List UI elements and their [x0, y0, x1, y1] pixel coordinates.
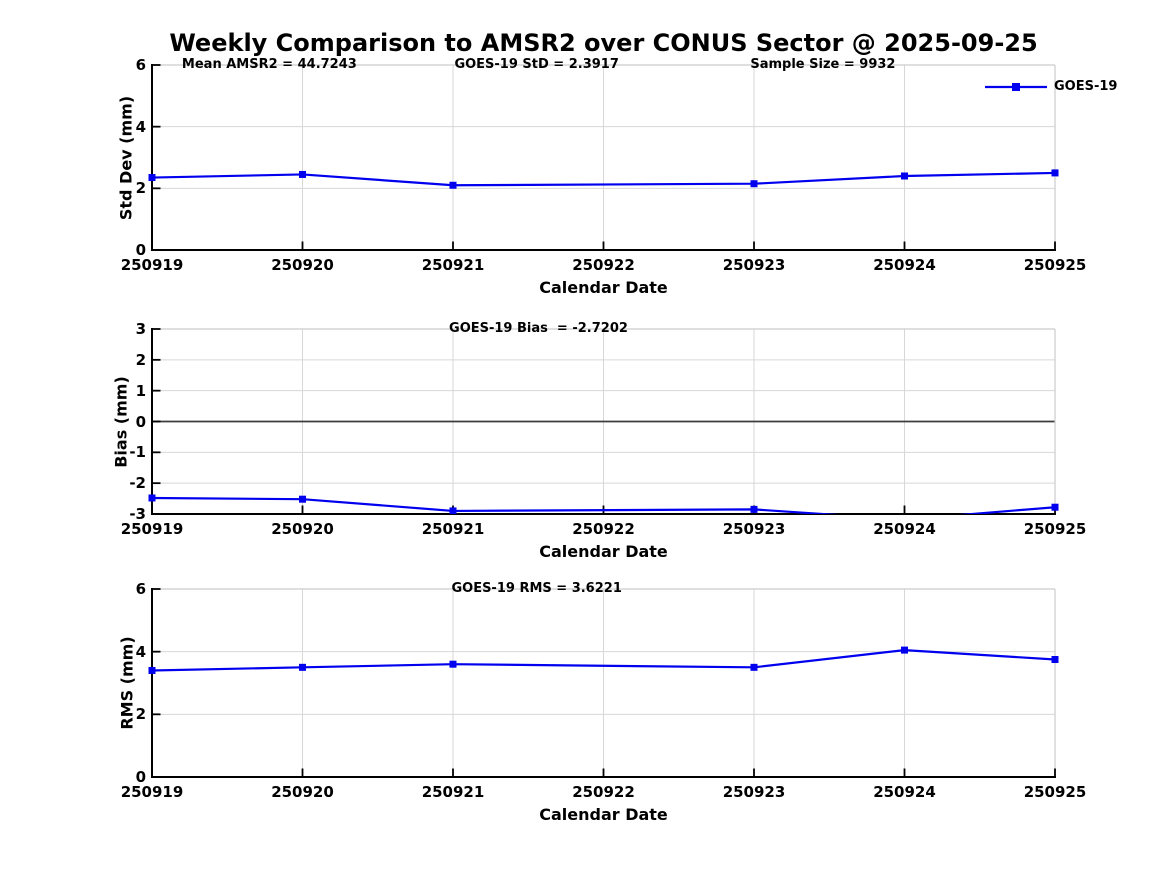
- legend-label: GOES-19: [1054, 79, 1118, 94]
- x-tick-label: 250920: [271, 520, 334, 538]
- x-tick-label: 250924: [873, 256, 936, 274]
- x-tick-label: 250919: [120, 256, 184, 274]
- x-tick-label: 250922: [572, 783, 635, 801]
- annotation-rms: GOES-19 RMS = 3.6221: [451, 581, 622, 596]
- x-tick-label: 250923: [722, 520, 786, 538]
- y-tick-label: 2: [135, 179, 146, 198]
- subplot-bias: [148, 328, 1059, 515]
- subplot-rms: [148, 588, 1059, 778]
- legend-marker: [1012, 83, 1020, 91]
- x-tick-label: 250921: [421, 256, 485, 274]
- y-axis-label-bias: Bias (mm): [111, 375, 131, 468]
- legend: [985, 83, 1047, 91]
- series-markers-stddev: [148, 169, 1059, 189]
- series-markers-rms: [148, 646, 1059, 674]
- x-tick-label: 250924: [873, 520, 936, 538]
- figure-title: Weekly Comparison to AMSR2 over CONUS Se…: [169, 29, 1038, 57]
- y-tick-label: 0: [135, 768, 146, 786]
- subplot-stddev: [148, 64, 1059, 251]
- x-axis-label-rms: Calendar Date: [539, 805, 668, 824]
- series-line-stddev: [151, 171, 1056, 187]
- x-tick-label: 250923: [722, 256, 786, 274]
- x-tick-label: 250922: [572, 520, 635, 538]
- y-tick-label: -2: [129, 474, 146, 493]
- y-tick-label: 4: [135, 117, 146, 136]
- y-tick-label: 3: [135, 320, 146, 338]
- y-tick-label: -3: [129, 505, 146, 523]
- x-axis-label-bias: Calendar Date: [539, 542, 668, 561]
- x-tick-label: 250920: [271, 783, 334, 801]
- y-tick-label: 6: [135, 56, 146, 74]
- y-tick-label: 1: [135, 381, 146, 400]
- y-axis-label-rms: RMS (mm): [117, 636, 137, 730]
- annotation-stddev: Mean AMSR2 = 44.7243: [181, 57, 357, 72]
- x-tick-label: 250925: [1023, 520, 1087, 538]
- x-tick-label: 250923: [722, 783, 786, 801]
- series-line-bias: [151, 496, 1056, 514]
- annotation-bias: GOES-19 Bias = -2.7202: [449, 321, 628, 336]
- x-tick-label: 250924: [873, 783, 936, 801]
- annotation-stddev: GOES-19 StD = 2.3917: [454, 57, 619, 72]
- x-tick-label: 250921: [421, 783, 485, 801]
- y-tick-label: -1: [129, 443, 146, 462]
- grid: [151, 64, 1056, 251]
- series-line-rms: [151, 648, 1056, 672]
- x-axis-label-stddev: Calendar Date: [539, 278, 668, 297]
- y-tick-label: 0: [135, 241, 146, 259]
- grid: [151, 588, 1056, 778]
- x-tick-label: 250920: [271, 256, 334, 274]
- tick-marks: [151, 64, 1056, 251]
- x-tick-label: 250925: [1023, 783, 1087, 801]
- y-axis-label-stddev: Std Dev (mm): [116, 95, 136, 220]
- x-tick-label: 250925: [1023, 256, 1087, 274]
- y-tick-label: 6: [135, 580, 146, 598]
- annotation-stddev: Sample Size = 9932: [750, 57, 896, 72]
- x-tick-label: 250919: [120, 520, 184, 538]
- x-tick-label: 250921: [421, 520, 485, 538]
- y-tick-label: 2: [135, 350, 146, 369]
- series-markers-bias: [148, 494, 1059, 514]
- tick-marks: [151, 588, 1056, 778]
- y-tick-label: 0: [135, 412, 146, 431]
- x-tick-label: 250922: [572, 256, 635, 274]
- x-tick-label: 250919: [120, 783, 184, 801]
- y-tick-label: 4: [135, 642, 146, 661]
- y-tick-label: 2: [135, 705, 146, 724]
